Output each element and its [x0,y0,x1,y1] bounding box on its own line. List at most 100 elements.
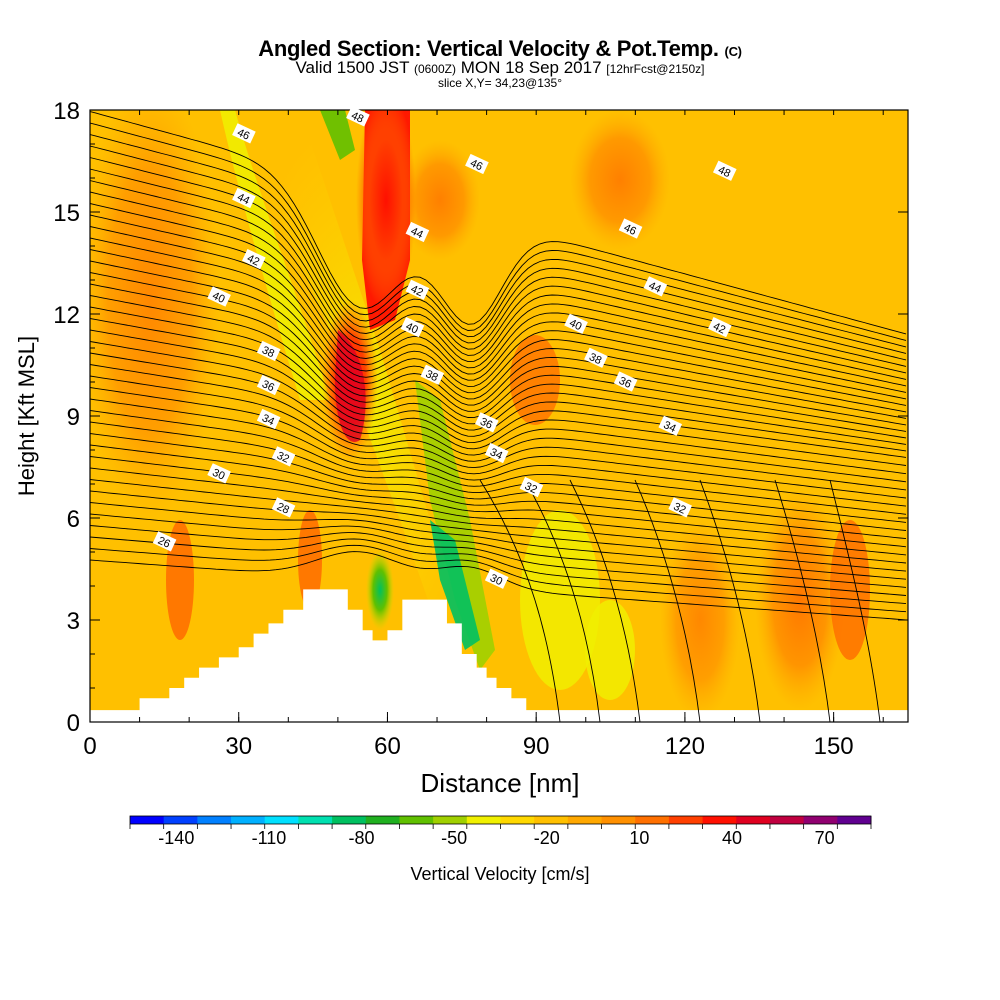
theta-contour-line [699,479,761,722]
theta-contour-line [90,306,907,445]
theta-contour-line [569,479,641,722]
contour-label: 38 [256,340,281,362]
svg-text:46: 46 [622,222,638,238]
svg-text:38: 38 [587,351,603,367]
chart-subtitle: Valid 1500 JST (0600Z) MON 18 Sep 2017 [… [295,58,705,77]
colorbar-swatch [500,816,535,824]
theta-contour-line [90,375,907,491]
x-tick-label: 120 [665,733,705,760]
svg-text:32: 32 [523,480,539,496]
y-tick-label: 15 [53,200,80,227]
svg-text:42: 42 [409,283,425,299]
theta-contour-line [90,168,907,367]
contour-label: 30 [207,463,231,484]
contour-label: 46 [618,218,643,239]
y-tick-label: 18 [53,98,80,125]
theta-contour-line [90,214,907,393]
contour-label: 34 [256,408,281,430]
svg-text:42: 42 [245,252,261,268]
contour-label: 32 [519,476,544,498]
colorbar-swatch [399,816,434,824]
theta-contour-line [90,122,907,341]
y-tick-label: 9 [67,404,80,431]
y-tick-label: 6 [67,506,80,533]
theta-contour-line [90,525,907,596]
colorbar-swatch [601,816,636,824]
y-tick-label: 3 [67,608,80,635]
svg-text:32: 32 [671,501,687,517]
colorbar-swatch [769,816,805,824]
contour-label: 42 [242,249,266,270]
contour-label: 42 [405,279,430,300]
colorbar-swatch [433,816,468,824]
contour-label: 34 [658,415,683,436]
svg-text:34: 34 [488,446,504,462]
colorbar-swatch [803,816,838,824]
contour-label: 34 [484,442,509,464]
colorbar-swatch [130,816,165,824]
theta-contour-line [90,237,907,406]
theta-contour-line [90,260,907,419]
contour-label: 38 [584,347,608,368]
colorbar-tick-label: -80 [349,828,375,848]
contour-label: 40 [207,286,231,307]
colorbar-swatch [534,816,569,824]
theta-contour-line [90,513,907,588]
theta-contour-line [90,398,907,507]
theta-contour-line [90,111,907,335]
theta-contour-line [634,479,701,722]
theta-contour-line [90,341,907,466]
x-tick-label: 90 [523,733,550,760]
svg-text:44: 44 [235,191,251,207]
contour-label: 38 [420,364,445,385]
colorbar-tick-label: -110 [252,828,287,848]
contour-label: 30 [484,568,509,589]
theta-contour-line [90,203,907,387]
contour-label: 42 [708,317,732,338]
colorbar-swatch [332,816,367,824]
contour-label: 40 [564,313,588,334]
theta-contour-line [90,433,907,531]
theta-contour-line [90,318,907,452]
y-tick-label: 12 [53,302,80,329]
colorbar-swatch [635,816,670,824]
svg-text:28: 28 [275,501,291,517]
colorbar-tick-label: -20 [534,828,560,848]
chart-title: Angled Section: Vertical Velocity & Pot.… [258,36,742,61]
contour-label: 46 [232,123,256,144]
colorbar-tick-label: 70 [815,828,835,848]
theta-contour-line [90,536,907,605]
x-tick-label: 150 [814,733,854,760]
theta-contour-line [90,421,907,523]
colorbar-swatch [736,816,771,824]
theta-contour-line [524,479,601,722]
colorbar-label: Vertical Velocity [cm/s] [410,864,589,884]
theta-contour-line [90,283,907,432]
svg-text:36: 36 [617,375,633,391]
svg-text:26: 26 [156,535,172,551]
colorbar-swatch [298,816,333,824]
terrain-mask [90,589,908,722]
colorbar-swatch [466,816,501,824]
colorbar-swatch [163,816,198,824]
svg-text:40: 40 [210,290,226,306]
contour-label: 40 [400,317,425,338]
svg-text:44: 44 [409,225,425,241]
contour-label: 32 [668,497,692,518]
contour-label: 44 [643,276,668,297]
contour-label: 32 [271,446,296,467]
svg-text:40: 40 [404,320,420,336]
x-axis-label: Distance [nm] [421,768,580,798]
theta-contour-line [90,479,907,564]
svg-text:36: 36 [260,378,276,394]
svg-text:46: 46 [235,127,251,143]
contour-label: 44 [232,187,256,209]
contour-label: 46 [465,153,489,175]
x-tick-label: 30 [225,733,252,760]
colorbar-tick-label: 10 [629,828,649,848]
theta-contour-line [90,444,907,540]
colorbar-swatch [365,816,400,824]
svg-text:36: 36 [478,416,494,432]
contour-labels: 46 44 42 40 38 36 34 32 30 28 26 48 46 44 42 40 38 36 34 32… [152,106,737,589]
contour-label: 48 [712,160,737,181]
